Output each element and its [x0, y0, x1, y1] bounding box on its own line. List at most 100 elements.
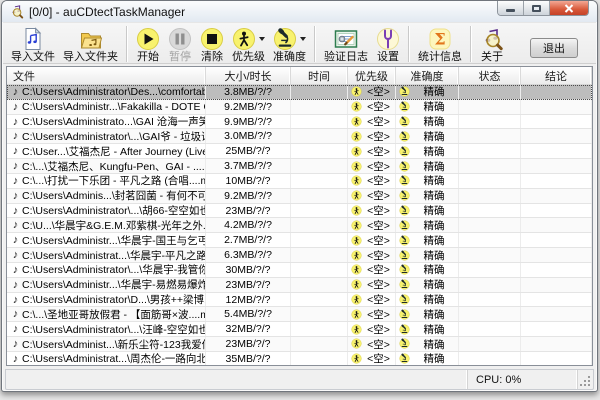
- toolbar-label: 统计信息: [418, 51, 462, 63]
- table-row[interactable]: ♪ C:\...\艾福杰尼、Kungfu-Pen、GAI - ....mp3 3…: [7, 159, 592, 174]
- table-row[interactable]: ♪ C:\Users\Administrator\...\汪峰-空空如也.fla…: [7, 322, 592, 338]
- microscope-icon: [399, 145, 410, 157]
- column-header-file[interactable]: 文件: [7, 67, 206, 84]
- status-cell: [459, 292, 521, 307]
- conclusion-cell: [521, 129, 592, 144]
- column-header-time[interactable]: 时间: [291, 67, 348, 84]
- file-size: 10MB/?/?: [206, 173, 291, 188]
- table-row[interactable]: ♪ C:\Users\Administrator\Des...\comforta…: [7, 85, 592, 100]
- file-path: C:\User...\艾福杰尼 - After Journey (Live).f…: [22, 145, 206, 158]
- microscope-icon: [399, 294, 410, 305]
- accuracy-cell: 精确: [396, 85, 459, 99]
- treble-clef-icon: ♪: [12, 130, 19, 143]
- file-path: C:\Users\Administrator\...\汪峰-空空如也.flac: [22, 323, 206, 336]
- walking-man-icon: [351, 86, 362, 98]
- close-button[interactable]: [550, 1, 588, 15]
- start-button[interactable]: 开始: [133, 25, 163, 65]
- caption-buttons: [497, 1, 589, 16]
- table-row[interactable]: ♪ C:\Users\Administrat...\周杰伦-一路向北.flac …: [7, 351, 592, 366]
- file-path: C:\Users\Administrat...\周杰伦-一路向北.flac: [22, 353, 206, 366]
- column-header-accuracy[interactable]: 准确度: [396, 67, 459, 84]
- verify-log-button[interactable]: 验证日志: [321, 25, 371, 65]
- table-row[interactable]: ♪ C:\Users\Administrator\...\胡66-空空如也.fl…: [7, 203, 592, 219]
- file-time: [291, 351, 348, 365]
- column-header-size[interactable]: 大小/时长: [206, 67, 291, 84]
- toolbar-separator: [408, 26, 410, 62]
- priority-cell: <空>: [348, 277, 396, 292]
- conclusion-cell: [521, 218, 592, 233]
- priority-cell: <空>: [348, 351, 396, 365]
- maximize-button[interactable]: [524, 1, 550, 15]
- table-row[interactable]: ♪ C:\...\圣地亚哥放假君 - 【面筋哥×波....mp3 5.4MB/?…: [7, 307, 592, 323]
- status-cell: [459, 337, 521, 351]
- resize-grip-icon[interactable]: [578, 370, 593, 389]
- minimize-button[interactable]: [498, 1, 524, 15]
- accuracy-cell: 精确: [396, 144, 459, 159]
- treble-clef-icon: ♪: [12, 293, 19, 306]
- treble-clef-icon: ♪: [12, 278, 19, 291]
- table-row[interactable]: ♪ C:\User...\艾福杰尼 - After Journey (Live)…: [7, 144, 592, 160]
- file-time: [291, 173, 348, 188]
- settings-button[interactable]: 设置: [373, 25, 403, 65]
- pause-icon: [169, 27, 191, 50]
- table-row[interactable]: ♪ C:\Users\Administrator\...\GAI爷 - 垃圾话.…: [7, 129, 592, 145]
- file-time: [291, 203, 348, 218]
- table-row[interactable]: ♪ C:\Users\Administr...\华晨宇-易燃易爆炸.flac 2…: [7, 277, 592, 293]
- priority-button[interactable]: 优先级: [229, 25, 268, 65]
- title-bar[interactable]: [0/0] - auCDtectTaskManager: [2, 1, 597, 22]
- file-path: C:\Users\Adminis...\封茗囧菌 - 有何不可.mp3: [22, 190, 206, 203]
- status-cell: [459, 159, 521, 173]
- table-row[interactable]: ♪ C:\Users\Adminis...\封茗囧菌 - 有何不可.mp3 9.…: [7, 188, 592, 204]
- microscope-icon: [399, 160, 410, 172]
- file-time: [291, 233, 348, 248]
- statistics-button[interactable]: Σ 统计信息: [415, 25, 465, 65]
- column-header-conclusion[interactable]: 结论: [521, 67, 592, 84]
- status-cell: [459, 144, 521, 159]
- walking-man-icon: [232, 27, 256, 50]
- maximize-icon: [532, 4, 541, 12]
- import-file-button[interactable]: 导入文件: [8, 25, 58, 65]
- status-cell: [459, 262, 521, 277]
- priority-cell: <空>: [348, 114, 396, 129]
- column-header-priority[interactable]: 优先级: [348, 67, 396, 84]
- table-row[interactable]: ♪ C:\Users\Administr...\华晨宇-国王与乞丐.mp3 2.…: [7, 233, 592, 249]
- priority-cell: <空>: [348, 248, 396, 262]
- table-header: 文件 大小/时长 时间 优先级 准确度 状态 结论: [7, 67, 592, 85]
- accuracy-cell: 精确: [396, 159, 459, 173]
- walking-man-icon: [351, 116, 362, 127]
- file-time: [291, 129, 348, 144]
- app-icon[interactable]: [9, 4, 24, 19]
- accuracy-cell: 精确: [396, 218, 459, 233]
- import-file-icon: [25, 26, 42, 50]
- priority-cell: <空>: [348, 173, 396, 188]
- table-row[interactable]: ♪ C:\Users\Administrator\D...\男孩++梁博.mp3…: [7, 292, 592, 308]
- toolbar: 导入文件 导入文件夹 开始: [3, 22, 596, 64]
- chevron-down-icon[interactable]: [259, 36, 265, 41]
- table-row[interactable]: ♪ C:\...\打扰一下乐团 - 平凡之路 (合唱....mp3 10MB/?…: [7, 173, 592, 189]
- conclusion-cell: [521, 233, 592, 248]
- file-time: [291, 248, 348, 262]
- pause-button[interactable]: 暂停: [165, 25, 195, 65]
- table-row[interactable]: ♪ C:\Users\Administr...\Fakakilla - DOTE…: [7, 99, 592, 115]
- import-folder-button[interactable]: 导入文件夹: [60, 25, 121, 65]
- file-path: C:\U...\华晨宇&G.E.M.邓紫棋-光年之外.mp3: [22, 219, 206, 232]
- table-row[interactable]: ♪ C:\Users\Administ...\新乐尘符-123我爱你.flac …: [7, 337, 592, 352]
- toolbar-label: 导入文件: [11, 51, 55, 63]
- table-row[interactable]: ♪ C:\Users\Administrator\...\华晨宇-我管你.fla…: [7, 262, 592, 278]
- status-cell: [459, 248, 521, 262]
- treble-clef-icon: ♪: [12, 115, 19, 128]
- microscope-icon: [399, 308, 410, 320]
- accuracy-button[interactable]: 准确度: [270, 25, 309, 65]
- table-row[interactable]: ♪ C:\Users\Administrato...\GAI 沧海一声笑.mp3…: [7, 114, 592, 130]
- about-button[interactable]: 关于: [477, 25, 507, 65]
- exit-button[interactable]: 退出: [530, 38, 578, 58]
- accuracy-cell: 精确: [396, 307, 459, 322]
- chevron-down-icon[interactable]: [300, 36, 306, 41]
- table-row[interactable]: ♪ C:\U...\华晨宇&G.E.M.邓紫棋-光年之外.mp3 4.2MB/?…: [7, 218, 592, 234]
- column-header-status[interactable]: 状态: [459, 67, 521, 84]
- cpu-usage: CPU: 0%: [468, 370, 578, 389]
- table-body: ♪ C:\Users\Administrator\Des...\comforta…: [7, 85, 592, 366]
- table-row[interactable]: ♪ C:\Users\Administrat...\华晨宇-平凡之路.mp3 6…: [7, 248, 592, 263]
- clear-button[interactable]: 清除: [197, 25, 227, 65]
- file-path: C:\Users\Administrator\...\GAI爷 - 垃圾话.mp…: [22, 130, 205, 143]
